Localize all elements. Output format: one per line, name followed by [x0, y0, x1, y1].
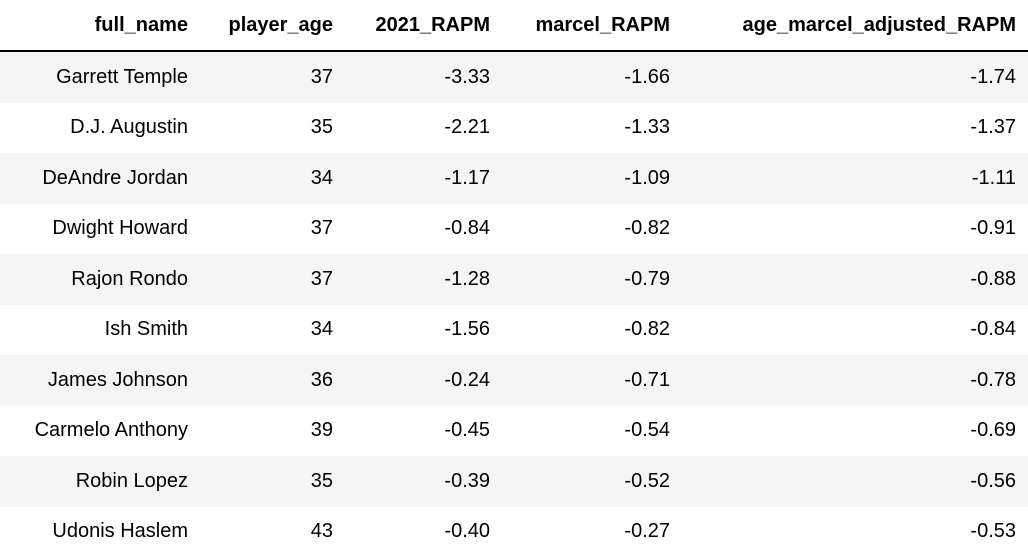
table-cell: 39 — [310, 419, 333, 442]
table-cell: -0.82 — [624, 318, 670, 341]
table-row: DeAndre Jordan 34 -1.17 -1.09 -1.11 — [0, 153, 1028, 204]
table-cell: -0.39 — [345, 456, 502, 507]
table-cell: -0.45 — [444, 419, 490, 442]
table-row: D.J. Augustin 35 -2.21 -1.33 -1.37 — [0, 103, 1028, 154]
table-cell: -0.40 — [444, 520, 490, 543]
table-cell: -0.88 — [682, 254, 1028, 305]
table-cell: -0.82 — [624, 217, 670, 240]
header-row: full_name player_age 2021_RAPM marcel_RAPM a… — [0, 0, 1028, 52]
column-header: age_marcel_adjusted_RAPM — [682, 0, 1028, 52]
player-name: DeAndre Jordan — [0, 153, 200, 204]
table-cell: 34 — [200, 153, 345, 204]
player-name: Robin Lopez — [0, 456, 200, 507]
table-cell: -1.56 — [444, 318, 490, 341]
player-name: Rajon Rondo — [0, 254, 200, 305]
table-row: Garrett Temple 37 -3.33 -1.66 -1.74 — [0, 51, 1028, 103]
table-cell: -1.17 — [345, 153, 502, 204]
table-row: James Johnson 36 -0.24 -0.71 -0.78 — [0, 355, 1028, 406]
table-row: Carmelo Anthony 39 -0.45 -0.54 -0.69 — [0, 406, 1028, 457]
player-name: Garrett Temple — [0, 51, 200, 103]
table-cell: -1.28 — [345, 254, 502, 305]
table-cell: -1.66 — [502, 51, 682, 103]
column-header: player_age — [200, 0, 345, 52]
table-cell: -0.27 — [624, 520, 670, 543]
table-cell: -0.69 — [970, 419, 1016, 442]
table-cell: -0.24 — [345, 355, 502, 406]
table-row: Dwight Howard 37 -0.84 -0.82 -0.91 — [0, 204, 1028, 255]
table-cell: -1.74 — [682, 51, 1028, 103]
player-name: D.J. Augustin — [70, 116, 188, 139]
table-cell: 34 — [310, 318, 333, 341]
table-cell: 37 — [310, 217, 333, 240]
table-cell: 35 — [310, 116, 333, 139]
table-cell: -1.09 — [502, 153, 682, 204]
table-cell: 35 — [200, 456, 345, 507]
table-row: Rajon Rondo 37 -1.28 -0.79 -0.88 — [0, 254, 1028, 305]
table-row: Robin Lopez 35 -0.39 -0.52 -0.56 — [0, 456, 1028, 507]
table-cell: 37 — [200, 51, 345, 103]
table-cell: -0.78 — [682, 355, 1028, 406]
table-row: Udonis Haslem 43 -0.40 -0.27 -0.53 — [0, 507, 1028, 554]
table-cell: -0.84 — [444, 217, 490, 240]
table-cell: 36 — [200, 355, 345, 406]
player-name: James Johnson — [0, 355, 200, 406]
column-header: 2021_RAPM — [345, 0, 502, 52]
table-cell: -0.79 — [502, 254, 682, 305]
table-cell: -0.52 — [502, 456, 682, 507]
table-cell: -1.33 — [624, 116, 670, 139]
table-cell: -2.21 — [444, 116, 490, 139]
column-header: marcel_RAPM — [502, 0, 682, 52]
player-name: Dwight Howard — [52, 217, 188, 240]
table-cell: -0.54 — [624, 419, 670, 442]
player-name: Carmelo Anthony — [34, 419, 188, 442]
table-cell: -1.11 — [682, 153, 1028, 204]
table-cell: -0.71 — [502, 355, 682, 406]
player-name: Ish Smith — [104, 318, 188, 341]
table-cell: -0.53 — [970, 520, 1016, 543]
table-cell: -0.84 — [970, 318, 1016, 341]
table-row: Ish Smith 34 -1.56 -0.82 -0.84 — [0, 305, 1028, 356]
player-name: Udonis Haslem — [52, 520, 188, 543]
table-cell: 37 — [200, 254, 345, 305]
table-cell: -0.56 — [682, 456, 1028, 507]
table-cell: -1.37 — [970, 116, 1016, 139]
table-cell: -0.91 — [970, 217, 1016, 240]
column-header: full_name — [0, 0, 200, 52]
table-cell: -3.33 — [345, 51, 502, 103]
table-body: Garrett Temple 37 -3.33 -1.66 -1.74 D.J. Augu… — [0, 51, 1028, 554]
table-cell: 43 — [310, 520, 333, 543]
